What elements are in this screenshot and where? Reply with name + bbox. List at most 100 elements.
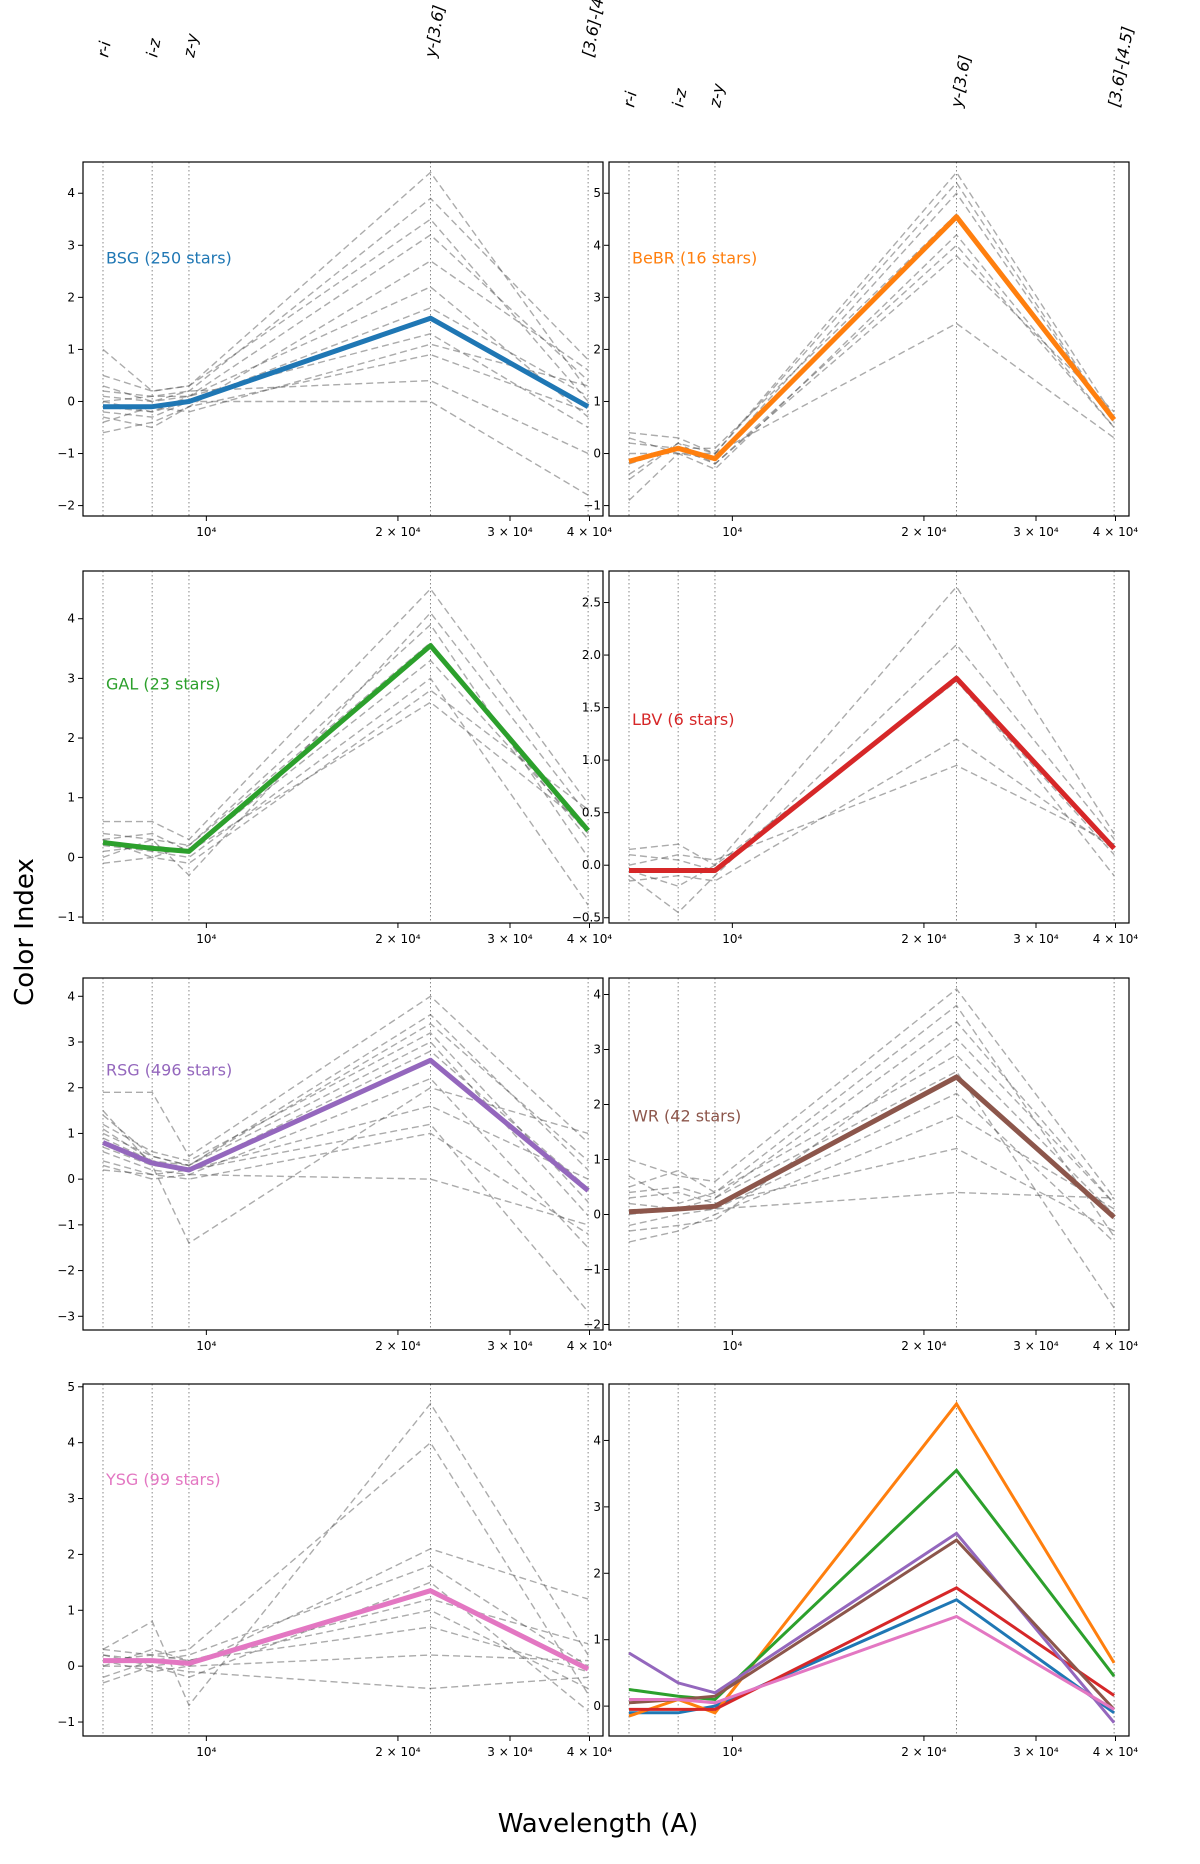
star-track-line — [102, 353, 589, 429]
y-tick-label: 2 — [593, 342, 601, 356]
star-track-line — [102, 333, 589, 429]
x-tick-label: 4 × 10⁴ — [567, 1339, 613, 1353]
x-tick-label: 3 × 10⁴ — [1013, 932, 1059, 946]
x-tick-label: 10⁴ — [722, 525, 742, 539]
star-track-line — [628, 181, 1115, 455]
x-tick-label: 2 × 10⁴ — [375, 525, 421, 539]
x-tick-label: 2 × 10⁴ — [375, 1339, 421, 1353]
y-tick-label: 5 — [593, 186, 601, 200]
x-tick-label: 4 × 10⁴ — [567, 932, 613, 946]
y-tick-label: −2 — [583, 1318, 601, 1332]
x-tick-label: 3 × 10⁴ — [487, 525, 533, 539]
mean-line-gal — [102, 643, 591, 854]
y-tick-label: 4 — [67, 186, 75, 200]
x-tick-label: 4 × 10⁴ — [567, 525, 613, 539]
panel-wr: −2 −1 0 1 2 3 4 10⁴ 2 × 10⁴ 3 × 10⁴ 4 × 10⁴ WR (42 … — [583, 977, 1139, 1353]
star-track-line — [628, 1147, 1115, 1232]
y-tick-label: 4 — [67, 989, 75, 1003]
star-track-line — [628, 322, 1115, 481]
y-tick-label: −1 — [583, 1263, 601, 1277]
star-track-line — [102, 197, 589, 403]
star-track-line — [102, 400, 589, 496]
band-label: [3.6]-[4.5] — [578, 0, 611, 59]
star-track-line — [102, 260, 589, 434]
mean-line-lbv — [629, 675, 1116, 873]
y-tick-label: 3 — [593, 290, 601, 304]
x-tick-label: 2 × 10⁴ — [901, 932, 947, 946]
mean-line-bebr — [628, 214, 1117, 464]
x-tick-label: 4 × 10⁴ — [1093, 1339, 1139, 1353]
y-tick-label: 1 — [67, 1126, 75, 1140]
panel-label-ysg: YSG (99 stars) — [105, 1470, 221, 1489]
band-label: z-y — [179, 32, 202, 60]
star-track-line — [628, 643, 1115, 914]
star-track-line — [628, 233, 1115, 501]
y-tick-label: −1 — [57, 1715, 75, 1729]
x-tick-label: 10⁴ — [722, 932, 742, 946]
panel-bsg: −2 −1 0 1 2 3 4 10⁴ 2 × 10⁴ 3 × 10⁴ 4 × 10⁴ BSG (25… — [57, 0, 612, 539]
summary-line-wr — [628, 1538, 1116, 1711]
panel-label-rsg: RSG (496 stars) — [106, 1061, 232, 1080]
star-track-line — [102, 1402, 589, 1707]
y-tick-label: −3 — [57, 1309, 75, 1323]
star-track-line — [102, 1548, 589, 1678]
x-tick-label: 4 × 10⁴ — [1093, 1745, 1139, 1759]
star-track-line — [628, 1070, 1115, 1309]
star-track-line — [628, 1092, 1115, 1243]
star-track-line — [628, 1004, 1115, 1237]
summary-line-bebr — [628, 1401, 1116, 1718]
star-track-line — [102, 1609, 589, 1690]
y-tick-label: 0 — [67, 1659, 75, 1673]
panels-group: −2 −1 0 1 2 3 4 10⁴ 2 × 10⁴ 3 × 10⁴ 4 × 10⁴ BSG (25… — [57, 0, 1138, 1759]
y-tick-label: 0.0 — [582, 858, 601, 872]
mean-line-wr — [628, 1074, 1116, 1220]
band-label: y-[3.6] — [947, 54, 975, 110]
star-track-line — [102, 1626, 589, 1673]
y-tick-label: 1.0 — [582, 753, 601, 767]
panel-label-wr: WR (42 stars) — [632, 1106, 741, 1125]
y-tick-label: 4 — [593, 1433, 601, 1447]
panel-label-bsg: BSG (250 stars) — [106, 249, 232, 268]
y-tick-label: 0 — [67, 394, 75, 408]
y-tick-label: 2.0 — [582, 648, 601, 662]
plot-frame — [608, 570, 1130, 924]
x-tick-label: 10⁴ — [722, 1745, 742, 1759]
y-tick-label: 1.5 — [582, 701, 601, 715]
y-tick-label: 3 — [67, 671, 75, 685]
panel-label-bebr: BeBR (16 stars) — [632, 249, 757, 268]
star-track-line — [102, 379, 589, 455]
band-label: r-i — [93, 39, 115, 59]
panel-label-gal: GAL (23 stars) — [106, 675, 221, 694]
plot-frame — [608, 1383, 1130, 1737]
y-tick-label: 0 — [593, 1208, 601, 1222]
y-tick-label: 1 — [67, 791, 75, 805]
x-tick-label: 2 × 10⁴ — [901, 1745, 947, 1759]
y-tick-label: 2 — [593, 1098, 601, 1112]
y-tick-label: 0 — [67, 1172, 75, 1186]
x-tick-label: 3 × 10⁴ — [487, 1339, 533, 1353]
star-track-line — [102, 343, 589, 423]
x-tick-label: 2 × 10⁴ — [901, 1339, 947, 1353]
panel-gal: −1 0 1 2 3 4 10⁴ 2 × 10⁴ 3 × 10⁴ 4 × 10⁴ GAL (23 s… — [57, 570, 613, 946]
band-label: [3.6]-[4.5] — [1104, 25, 1137, 109]
star-track-line — [102, 1164, 589, 1226]
summary-line-bsg — [629, 1598, 1115, 1715]
y-tick-label: 4 — [593, 988, 601, 1002]
y-axis-title: Color Index — [10, 858, 40, 1006]
star-track-line — [103, 1598, 589, 1667]
panel-lbv: −0.5 0.0 0.5 1.0 1.5 2.0 2.5 10⁴ 2 × 10⁴ 3 × 10⁴ 4… — [572, 570, 1138, 946]
star-track-line — [102, 171, 589, 392]
y-tick-label: −1 — [57, 910, 75, 924]
x-tick-label: 3 × 10⁴ — [1013, 1745, 1059, 1759]
star-track-line — [628, 254, 1115, 465]
star-track-line — [102, 286, 589, 418]
band-label: z-y — [705, 82, 728, 110]
y-tick-label: 3 — [67, 1492, 75, 1506]
y-tick-label: 2.5 — [582, 596, 601, 610]
y-tick-label: 2 — [67, 290, 75, 304]
summary-line-gal — [628, 1468, 1116, 1702]
x-tick-label: 3 × 10⁴ — [1013, 1339, 1059, 1353]
band-label: i-z — [142, 36, 164, 58]
y-tick-label: 2 — [67, 1081, 75, 1095]
